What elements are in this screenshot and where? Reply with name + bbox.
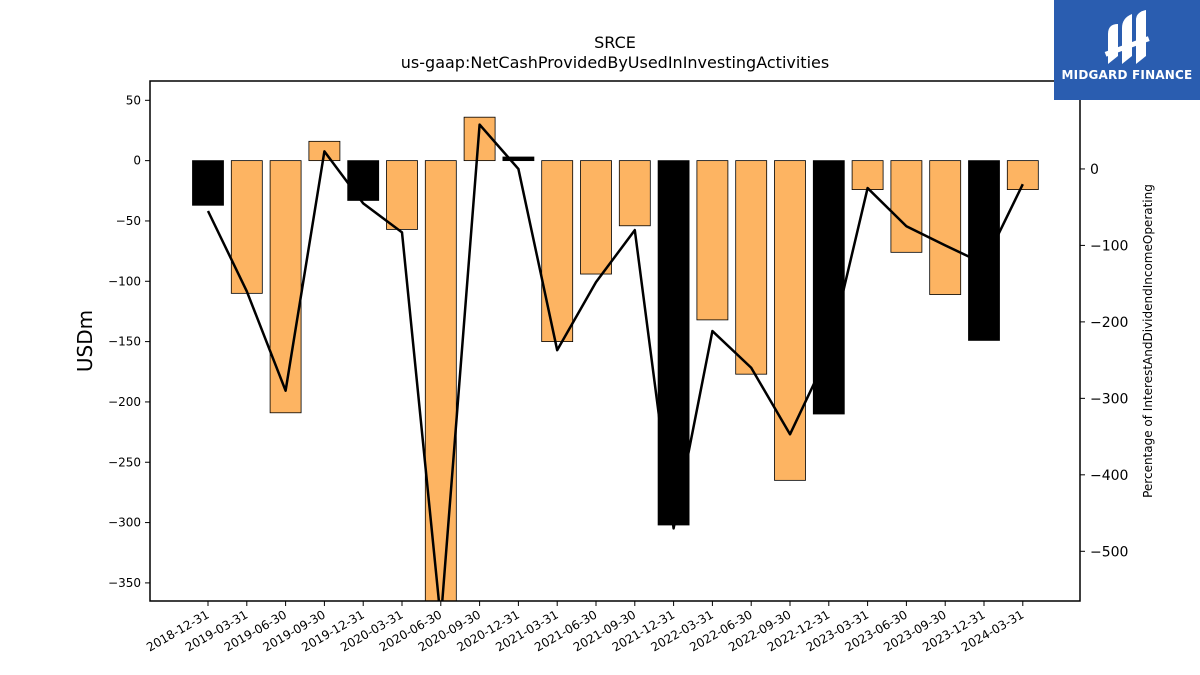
y2-axis-label: Percentage of InterestAndDividendIncomeO… <box>1141 184 1155 498</box>
y-tick-label: 50 <box>126 93 141 107</box>
bar-2022-09-30 <box>774 160 806 481</box>
bar-2023-03-31 <box>851 160 884 190</box>
bar-2021-12-31 <box>657 160 690 526</box>
y2-tick-label: −300 <box>1090 391 1128 407</box>
y2-tick-label: −200 <box>1090 315 1128 331</box>
bar-2021-03-31 <box>541 160 574 343</box>
x-axis: 2018-12-312019-03-312019-06-302019-09-30… <box>144 601 1026 654</box>
chart-subtitle: us-gaap:NetCashProvidedByUsedInInvesting… <box>401 53 829 72</box>
y-axis-label: USDm <box>73 310 97 372</box>
y-tick-label: −350 <box>108 576 141 590</box>
y2-tick-label: −400 <box>1090 468 1128 484</box>
logo-mark-icon <box>1104 10 1150 64</box>
bar-2023-09-30 <box>929 160 962 295</box>
bar-2018-12-31 <box>192 160 224 206</box>
bar-2023-12-31 <box>968 160 1000 341</box>
y2-tick-label: −100 <box>1090 238 1128 254</box>
y-axis-left: 50 0 −50 −100 −150 −200 −250 −300 −350 <box>108 93 150 590</box>
bar-2020-03-31 <box>386 160 418 230</box>
y-tick-label: −300 <box>108 516 141 530</box>
bar-2022-06-30 <box>735 160 768 375</box>
y-tick-label: 0 <box>133 154 141 168</box>
bar-2022-03-31 <box>696 160 729 321</box>
bar-2020-06-30 <box>424 160 457 601</box>
y-tick-label: −50 <box>116 214 141 228</box>
y2-tick-label: −500 <box>1090 544 1128 560</box>
y2-tick-label: 0 <box>1090 162 1099 178</box>
bar-2023-06-30 <box>890 160 923 253</box>
bar-2022-12-31 <box>812 160 845 415</box>
line-series <box>206 123 1024 601</box>
ratio-line <box>206 123 1024 601</box>
bar-2021-09-30 <box>618 160 651 227</box>
bar-2019-03-31 <box>230 160 263 294</box>
y-tick-label: −200 <box>108 395 141 409</box>
bar-2019-12-31 <box>347 160 380 201</box>
chart-title: SRCE <box>594 33 636 52</box>
y-axis-right: 0 −100 −200 −300 −400 −500 <box>1080 162 1128 560</box>
plot-frame <box>149 80 1081 602</box>
y-tick-label: −250 <box>108 455 141 469</box>
logo-text: MIDGARD FINANCE <box>1061 68 1193 82</box>
bar-2021-06-30 <box>580 160 612 275</box>
y-tick-label: −150 <box>108 335 141 349</box>
logo: MIDGARD FINANCE <box>1054 0 1200 100</box>
bar-2019-06-30 <box>269 160 302 414</box>
bar-series <box>192 116 1039 601</box>
y-tick-label: −100 <box>108 274 141 288</box>
bar-2020-12-31 <box>502 156 535 162</box>
